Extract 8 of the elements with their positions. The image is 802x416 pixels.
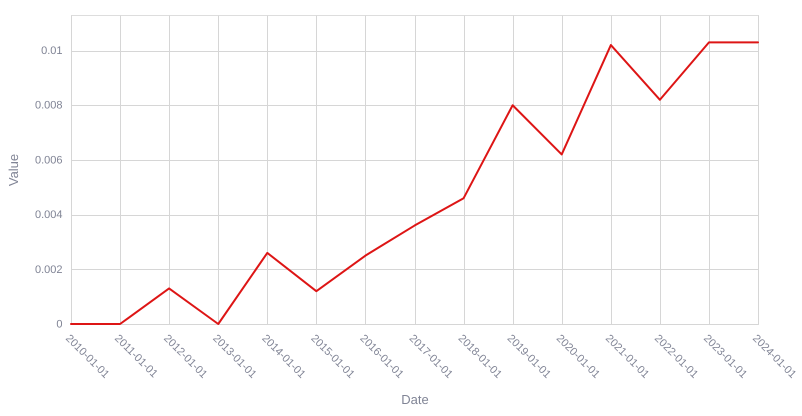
y-tick-label: 0.002 — [34, 264, 62, 276]
y-tick-label: 0.008 — [34, 100, 62, 112]
y-tick-label: 0.004 — [34, 209, 62, 222]
y-tick-label: 0.006 — [34, 154, 62, 166]
y-tick-label: 0 — [56, 318, 62, 330]
y-tick-label: 0.01 — [41, 45, 62, 58]
x-axis-title: Date — [401, 392, 429, 408]
y-axis-title: Value — [6, 154, 21, 186]
